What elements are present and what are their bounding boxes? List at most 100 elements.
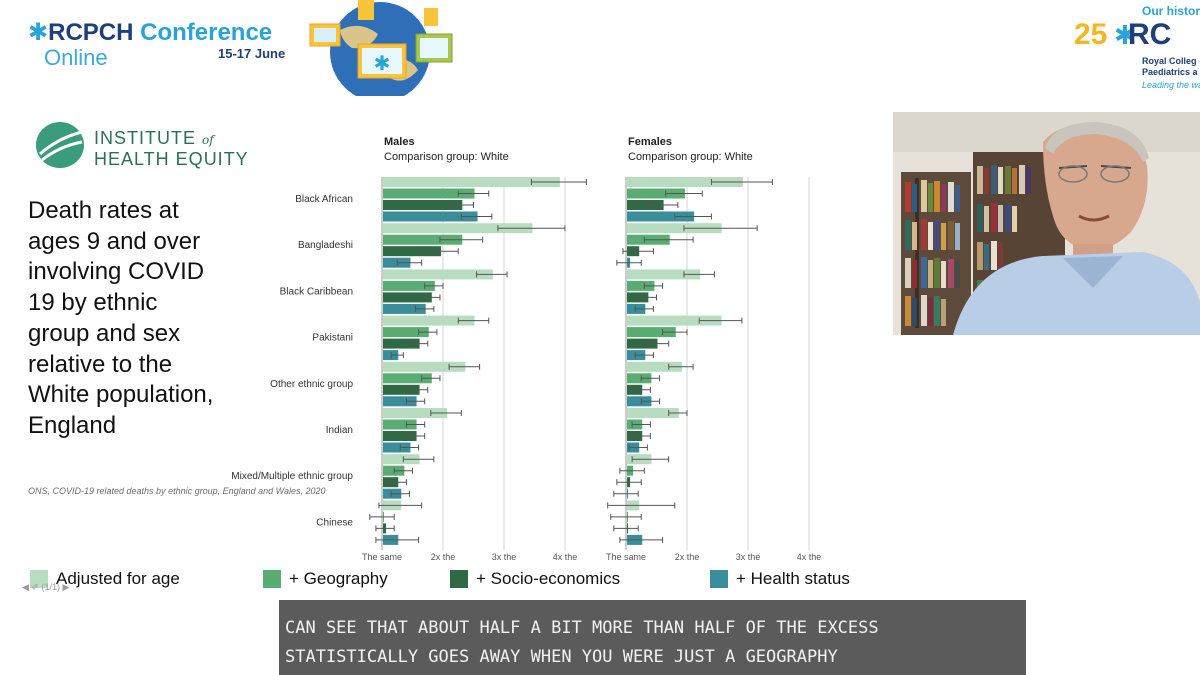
bar-0-4-2 xyxy=(383,384,420,395)
ihe-logo-line1: INSTITUTE of xyxy=(94,128,214,149)
ethnic-covid-mortality-chart: Males Comparison group: White The same 2x t… xyxy=(231,136,822,562)
tick-label-1-2: 3x the xyxy=(736,552,761,562)
rcpch-tagline: Leading the wa xyxy=(1142,80,1200,90)
legend-swatch-1 xyxy=(263,570,281,588)
legend-swatch-0 xyxy=(30,570,48,588)
bar-1-2-0 xyxy=(627,269,701,280)
legend-swatch-2 xyxy=(450,570,468,588)
panel-title-1: Females xyxy=(628,136,672,148)
star-figure-icon: ✱ xyxy=(28,19,49,46)
rcpch-org-line1: Royal Colleg xyxy=(1142,56,1197,66)
panel-subtitle-0: Comparison group: White xyxy=(384,151,509,163)
category-label-0: Black African xyxy=(295,194,353,205)
conference-title-pch: PCH xyxy=(82,19,134,46)
bar-1-5-0 xyxy=(627,408,679,418)
tick-label-1-0: The same xyxy=(606,552,646,562)
rcpch-history-text: Our histor xyxy=(1142,4,1200,18)
rcpch-org-line2: Paediatrics a xyxy=(1142,67,1198,77)
bar-0-6-0 xyxy=(383,454,420,465)
bar-1-3-1 xyxy=(627,327,676,338)
category-label-4: Other ethnic group xyxy=(270,379,353,390)
bar-1-2-1 xyxy=(627,280,655,291)
tick-label-0-3: 4x the xyxy=(553,552,578,562)
legend-label-2: + Socio-economics xyxy=(476,569,621,588)
tick-label-1-3: 4x the xyxy=(797,552,822,562)
bar-0-3-3 xyxy=(383,350,399,361)
bar-0-2-0 xyxy=(383,269,493,280)
caption-line-2: STATISTICALLY GOES AWAY WHEN YOU WERE JU… xyxy=(285,647,838,667)
svg-text:✱: ✱ xyxy=(374,51,391,75)
globe-devices-icon: ✱ xyxy=(309,0,453,96)
bar-0-3-1 xyxy=(383,327,429,338)
conference-logo: ✱RCPCH Conference Online 15-17 June xyxy=(28,16,308,76)
slide-nav-controls[interactable]: ◀ ✐ (1/1) ▶ xyxy=(22,582,70,592)
legend-label-3: + Health status xyxy=(736,569,850,588)
bar-1-3-2 xyxy=(627,338,658,349)
tick-label-0-1: 2x the xyxy=(431,552,456,562)
category-label-2: Black Caribbean xyxy=(280,286,353,297)
category-label-1: Bangladeshi xyxy=(298,240,353,251)
bar-0-5-2 xyxy=(383,431,417,441)
category-label-3: Pakistani xyxy=(312,333,353,344)
bar-0-6-1 xyxy=(383,465,405,476)
bar-0-1-1 xyxy=(383,234,463,245)
bar-0-0-0 xyxy=(383,177,560,187)
conference-subtitle: Online xyxy=(44,45,108,70)
bar-0-2-2 xyxy=(383,292,432,303)
panel-subtitle-1: Comparison group: White xyxy=(628,151,753,163)
bar-1-0-3 xyxy=(627,211,695,222)
bar-0-5-3 xyxy=(383,442,411,453)
category-label-6: Mixed/Multiple ethnic group xyxy=(231,471,353,482)
tick-label-0-0: The same xyxy=(362,552,402,562)
ihe-logo-institute: INSTITUTE xyxy=(94,128,196,148)
slide-navigation[interactable]: ◀ ✐ (1/1) ▶ xyxy=(22,577,112,592)
category-label-7: Chinese xyxy=(316,517,353,528)
source-note: ONS, COVID-19 related deaths by ethnic g… xyxy=(28,486,326,496)
bar-0-2-3 xyxy=(383,303,426,314)
bar-0-0-1 xyxy=(383,188,475,199)
bar-0-3-0 xyxy=(383,315,475,326)
bar-1-4-0 xyxy=(627,361,682,372)
ihe-logo-line2: HEALTH EQUITY xyxy=(94,149,249,169)
rcpch-letters: RC xyxy=(1128,18,1172,51)
live-captions: CAN SEE THAT ABOUT HALF A BIT MORE THAN … xyxy=(279,600,1026,675)
bar-0-0-3 xyxy=(383,211,478,222)
bar-1-4-1 xyxy=(627,373,652,384)
bar-1-2-2 xyxy=(627,292,649,303)
bar-0-4-1 xyxy=(383,373,432,384)
speaker-webcam xyxy=(893,112,1200,335)
bar-0-5-0 xyxy=(383,408,448,418)
presentation-slide: INSTITUTE of HEALTH EQUITY Death rates a… xyxy=(22,112,866,592)
ihe-logo-of: of xyxy=(202,133,214,147)
bar-0-2-1 xyxy=(383,280,435,291)
legend-item-1: + Geography xyxy=(263,566,388,592)
bar-1-0-0 xyxy=(627,177,743,187)
ihe-emblem-icon xyxy=(36,122,84,168)
bar-0-0-2 xyxy=(383,200,463,210)
legend-label-0: Adjusted for age xyxy=(56,569,180,588)
slide-title: Death rates at ages 9 and over involving… xyxy=(28,197,214,439)
caption-line-1: CAN SEE THAT ABOUT HALF A BIT MORE THAN … xyxy=(285,618,879,638)
bar-0-4-3 xyxy=(383,396,417,407)
category-label-5: Indian xyxy=(326,425,353,436)
bar-0-4-0 xyxy=(383,361,466,372)
bar-1-1-0 xyxy=(627,223,722,234)
conference-title-rc: RC xyxy=(48,19,83,46)
bar-1-3-0 xyxy=(627,315,722,326)
legend-item-3: + Health status xyxy=(710,566,850,592)
rcpch-org-name: Royal Colleg Paediatrics a xyxy=(1142,56,1198,78)
chart-legend: Adjusted for age + Geography + Socio-econo… xyxy=(30,566,866,592)
panel-title-0: Males xyxy=(384,136,415,148)
bar-0-3-2 xyxy=(383,338,420,349)
bar-1-4-3 xyxy=(627,396,652,407)
speaker-video-feed xyxy=(893,112,1200,335)
legend-label-1: + Geography xyxy=(289,569,388,588)
conference-title: ✱RCPCH Conference xyxy=(28,18,272,47)
bar-0-1-0 xyxy=(383,223,533,234)
bar-0-5-1 xyxy=(383,419,417,430)
conference-title-word: Conference xyxy=(133,19,273,46)
star-figure-icon: ✱ xyxy=(1114,20,1136,50)
ihe-logo: INSTITUTE of HEALTH EQUITY xyxy=(34,118,314,174)
tick-label-0-2: 3x the xyxy=(492,552,517,562)
conference-dates: 15-17 June xyxy=(218,46,286,61)
